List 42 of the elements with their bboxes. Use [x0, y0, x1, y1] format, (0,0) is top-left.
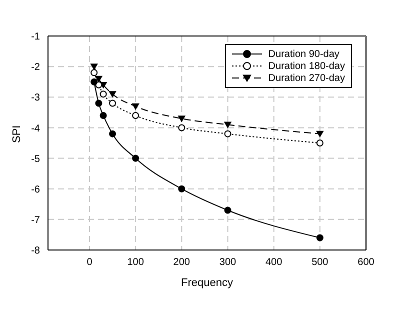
x-tick-label: 200 [173, 257, 190, 268]
y-tick-label: -4 [31, 123, 40, 134]
point [132, 103, 140, 110]
point [90, 78, 98, 86]
y-tick-label: -7 [31, 214, 40, 226]
point [178, 185, 186, 192]
legend-label: Duration 270-day [268, 72, 345, 84]
y-tick-label: -1 [31, 32, 40, 43]
y-tick-label: -6 [31, 184, 40, 196]
point [316, 130, 324, 138]
x-tick-label: 500 [312, 257, 329, 268]
point [95, 100, 102, 107]
y-tick-label: -2 [31, 62, 40, 74]
point [90, 69, 98, 76]
point [178, 124, 186, 132]
x-axis-title: Frequency [181, 277, 234, 289]
point [224, 130, 232, 138]
point [100, 112, 107, 119]
point [109, 130, 116, 138]
legend-label: Duration 90-day [268, 48, 340, 60]
y-axis-title: SPI [10, 125, 23, 143]
x-tick-label: 400 [265, 257, 283, 268]
legend-label: Duration 180-day [268, 60, 345, 72]
point [90, 64, 98, 70]
point [178, 116, 186, 122]
point [132, 112, 140, 119]
point [224, 122, 232, 128]
y-tick-label: -5 [31, 154, 40, 165]
point [224, 206, 232, 214]
x-tick-label: 100 [127, 257, 144, 268]
point [95, 76, 102, 82]
x-tick-label: 600 [358, 257, 375, 268]
point [316, 234, 324, 242]
point [109, 100, 116, 107]
x-tick-label: 300 [219, 257, 237, 268]
x-tick-label: 0 [86, 257, 93, 268]
y-tick-label: -8 [31, 246, 40, 257]
point [100, 90, 107, 98]
y-tick-label: -3 [31, 92, 40, 104]
point [109, 91, 116, 98]
point [316, 140, 324, 146]
point [132, 154, 140, 162]
